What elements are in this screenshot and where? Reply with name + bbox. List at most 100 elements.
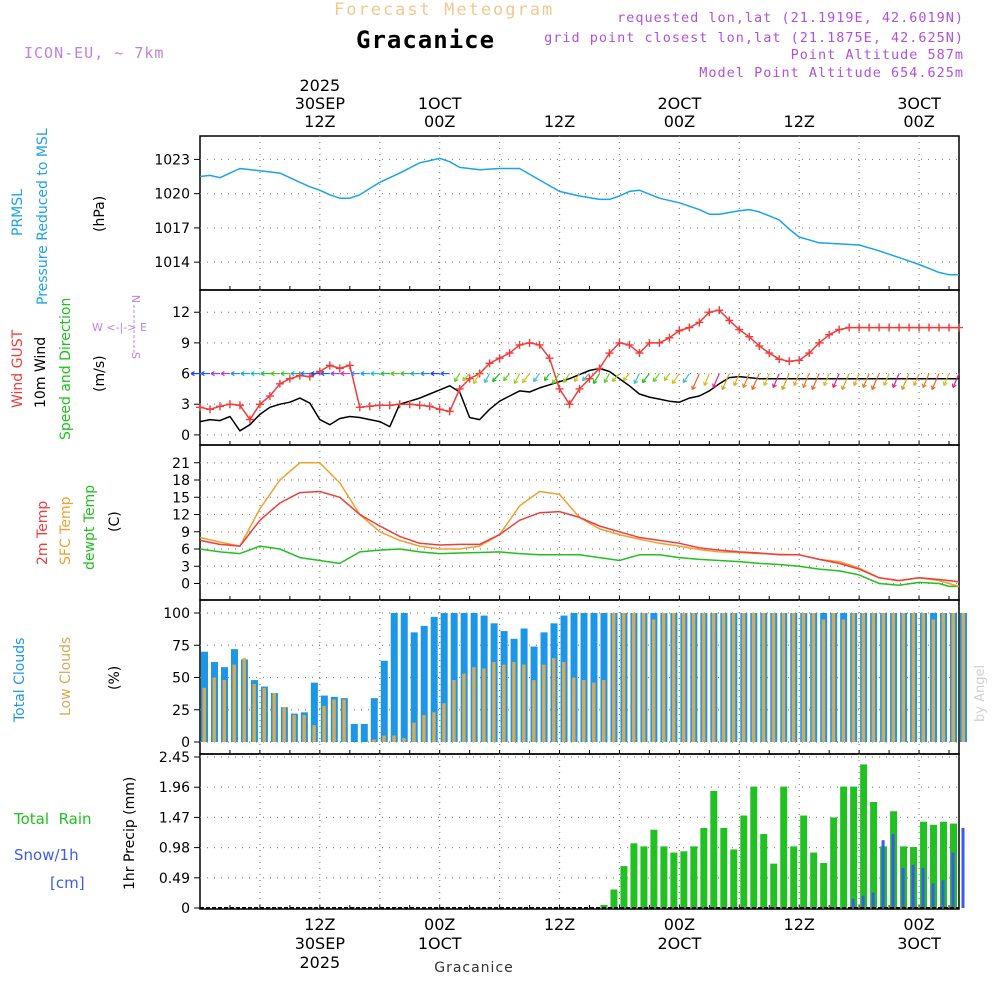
wind-gust-marker <box>415 401 424 410</box>
total-rain-label: Total Rain <box>13 810 92 828</box>
low-cloud-bar <box>462 673 466 742</box>
wind-gust-line <box>199 309 959 421</box>
snow-bar <box>911 864 915 908</box>
low-cloud-bar <box>582 680 586 742</box>
model-label: ICON-EU, ~ 7km <box>24 44 165 62</box>
wind-direction-arrowhead <box>691 385 696 391</box>
wind-direction-arrowhead <box>882 381 888 387</box>
wind-direction-arrowhead <box>573 377 579 383</box>
wind-direction-arrowhead <box>360 370 365 377</box>
rain-bar <box>730 849 738 908</box>
time-axis-label: 00Z <box>664 112 695 131</box>
low-cloud-bar <box>552 658 556 742</box>
wind-direction-arrowhead <box>320 370 325 377</box>
wind-direction-arrowhead <box>340 370 345 377</box>
low-cloud-bar <box>272 692 276 742</box>
rain-bar <box>810 852 818 908</box>
wind-panel: Wind GUST 10m Wind Speed and Direction (… <box>10 289 963 446</box>
wind-gust-marker <box>675 326 684 335</box>
pressure-unit-label: (hPa) <box>92 196 108 232</box>
low-clouds-label: Low Clouds <box>58 637 74 716</box>
time-axis-label: 3OCT <box>897 94 941 113</box>
rain-bar <box>690 846 698 908</box>
low-cloud-bar <box>222 680 226 742</box>
wind-direction-arrow <box>721 373 730 390</box>
y-tick-label: 0 <box>181 735 190 751</box>
wind-gust-marker <box>645 338 654 347</box>
y-tick-label: 50 <box>172 671 190 687</box>
wind-gust-marker <box>335 364 344 373</box>
low-cloud-bar <box>522 664 526 742</box>
y-tick-label: 9 <box>181 525 190 541</box>
wind-direction-arrow <box>544 373 551 381</box>
wind-direction-arrowhead <box>951 383 957 389</box>
wind-gust-marker <box>345 361 354 370</box>
wind-gust-marker <box>395 400 404 409</box>
wind-direction-arrowhead <box>603 378 609 384</box>
wind-direction-arrow <box>492 373 501 382</box>
wind-direction-arrowhead <box>781 385 786 391</box>
rain-bar <box>600 904 608 908</box>
wind-gust-marker <box>605 349 614 358</box>
time-axis-label: 2025 <box>299 953 340 972</box>
rain-bar <box>710 790 718 908</box>
y-tick-label: 3 <box>181 397 190 413</box>
clouds-unit-label: (%) <box>107 666 123 690</box>
y-tick-label: 1017 <box>154 221 190 237</box>
wind-gust-marker <box>745 332 754 341</box>
wind-gust-marker <box>705 308 714 317</box>
wind-direction-arrow <box>913 373 920 386</box>
wind-direction-arrowhead <box>861 383 867 389</box>
low-cloud-bar <box>801 613 806 742</box>
wind-direction-arrowhead <box>811 385 816 391</box>
low-cloud-bar <box>831 613 836 742</box>
y-tick-label: 12 <box>172 305 190 321</box>
wind-gust-marker <box>515 340 524 349</box>
prmsl-label: PRMSL <box>10 189 26 236</box>
wind-gust-marker <box>935 323 944 332</box>
low-cloud-bar <box>931 619 936 742</box>
wind-direction-arrow <box>823 373 830 386</box>
compass-west-east: W <-|-> E <box>92 321 147 334</box>
wind-gust-marker <box>405 400 414 409</box>
rain-bar <box>860 764 868 908</box>
snow-bar <box>961 827 965 908</box>
low-cloud-bar <box>562 662 566 742</box>
rain-bar <box>640 846 648 908</box>
time-axis-label: 2OCT <box>658 94 702 113</box>
wind-direction-arrow <box>871 373 880 390</box>
wind-direction-arrowhead <box>260 370 265 377</box>
pressure-panel: PRMSL Pressure Reduced to MSL (hPa) 1014… <box>10 128 960 305</box>
wind-direction-arrowhead <box>900 385 906 391</box>
wind-gust-marker <box>445 407 454 416</box>
wind-gust-marker <box>295 371 304 380</box>
time-axis-label: 00Z <box>664 915 695 934</box>
wind-direction-arrowhead <box>841 385 846 391</box>
y-tick-label: 0 <box>181 428 190 444</box>
wind-direction-arrow <box>763 373 770 386</box>
time-axis-label: 00Z <box>903 915 934 934</box>
wind-gust-marker <box>905 323 914 332</box>
wind-gust-marker <box>655 338 664 347</box>
wind-gust-marker <box>205 405 214 414</box>
low-cloud-bar <box>342 699 346 742</box>
wind-gust-marker <box>245 415 254 424</box>
low-cloud-bar <box>821 619 826 742</box>
wind-direction-arrowhead <box>503 376 508 382</box>
rain-bar <box>780 786 788 908</box>
total-cloud-bar <box>580 613 588 742</box>
low-cloud-bar <box>751 613 756 742</box>
wind-direction-arrowhead <box>513 379 519 385</box>
low-cloud-bar <box>611 613 616 742</box>
low-cloud-bar <box>891 613 896 742</box>
wind-direction-arrowhead <box>310 370 315 377</box>
low-cloud-bar <box>691 613 696 742</box>
low-cloud-bar <box>532 680 536 742</box>
wind-gust-marker <box>855 323 864 332</box>
wind-gust-marker <box>455 384 464 393</box>
wind-direction-arrow <box>793 373 800 386</box>
low-cloud-bar <box>951 613 956 742</box>
wind-direction-arrowhead <box>462 376 467 382</box>
panel-frame <box>199 444 960 601</box>
